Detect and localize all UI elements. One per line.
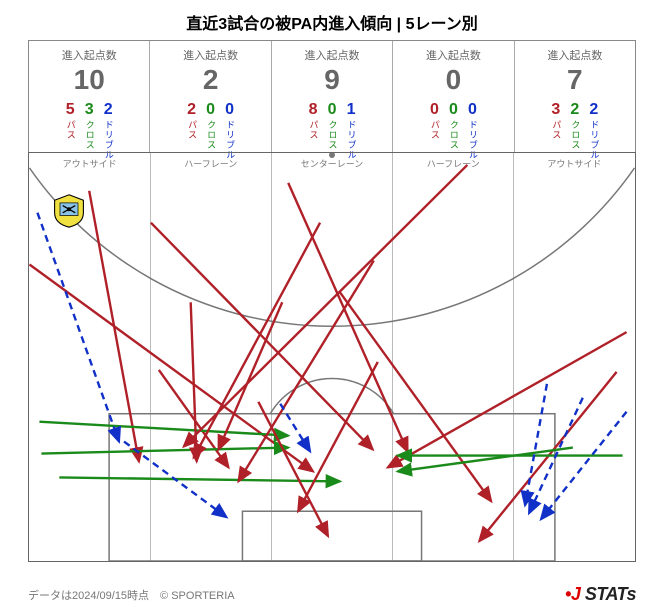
lane-stat-box: 進入起点数22パス0クロス0ドリブル <box>150 41 271 152</box>
breakdown-num: 0 <box>206 102 215 118</box>
lane-total: 7 <box>519 65 631 96</box>
arrow-pass <box>151 223 373 450</box>
breakdown-label: クロス <box>206 120 215 150</box>
footer-credit: データは2024/09/15時点 © SPORTERIA <box>28 587 235 603</box>
arrow-pass <box>184 165 468 447</box>
breakdown-num: 1 <box>347 102 356 118</box>
breakdown-label: パス <box>66 120 75 140</box>
breakdown-num: 2 <box>104 102 113 118</box>
arrow-pass <box>388 332 627 467</box>
footer: データは2024/09/15時点 © SPORTERIA •J STATs <box>28 584 636 605</box>
arrow-cross <box>39 422 288 436</box>
breakdown-label: パス <box>187 120 196 140</box>
breakdown-label: パス <box>430 120 439 140</box>
lane-total: 10 <box>33 65 145 96</box>
breakdown-label: パス <box>551 120 560 140</box>
lane-stat-label: 進入起点数 <box>276 47 388 63</box>
arrow-pass <box>258 402 328 536</box>
breakdown-num: 0 <box>468 102 477 118</box>
arrow-dribble <box>280 404 310 452</box>
team-badge-icon <box>51 193 87 229</box>
arrow-pass <box>89 191 139 462</box>
lane-stat-box: 進入起点数73パス2クロス2ドリブル <box>515 41 635 152</box>
breakdown-num: 0 <box>449 102 458 118</box>
lane-stat-label: 進入起点数 <box>154 47 266 63</box>
breakdown-label: クロス <box>449 120 458 150</box>
lane-total: 0 <box>397 65 509 96</box>
breakdown-num: 0 <box>430 102 439 118</box>
arrow-dribble <box>37 213 119 442</box>
arrow-pass <box>194 223 320 458</box>
breakdown-label: パス <box>309 120 318 140</box>
arrow-pass <box>29 264 313 471</box>
arrow-dribble <box>525 384 547 505</box>
lane-stats-row: 進入起点数105パス3クロス2ドリブル進入起点数22パス0クロス0ドリブル進入起… <box>28 40 636 152</box>
chart-title: 直近3試合の被PA内進入傾向 | 5レーン別 <box>28 10 636 34</box>
lane-total: 9 <box>276 65 388 96</box>
breakdown-num: 0 <box>225 102 234 118</box>
arrow-dribble <box>541 412 627 519</box>
arrow-cross <box>41 448 288 454</box>
lane-stat-label: 進入起点数 <box>519 47 631 63</box>
breakdown-label: クロス <box>570 120 579 150</box>
breakdown-num: 3 <box>85 102 94 118</box>
lane-stat-box: 進入起点数98パス0クロス1ドリブル <box>272 41 393 152</box>
breakdown-num: 2 <box>570 102 579 118</box>
breakdown-num: 8 <box>309 102 318 118</box>
breakdown-num: 3 <box>551 102 560 118</box>
breakdown-num: 2 <box>187 102 196 118</box>
breakdown-label: クロス <box>85 120 94 150</box>
breakdown-num: 5 <box>66 102 75 118</box>
breakdown-num: 0 <box>328 102 337 118</box>
pitch-area: アウトサイドハーフレーンセンターレーンハーフレーンアウトサイド <box>28 152 636 562</box>
arrow-pass <box>288 183 407 452</box>
brand-rest: STATs <box>580 584 636 604</box>
lane-total: 2 <box>154 65 266 96</box>
breakdown-num: 2 <box>589 102 598 118</box>
breakdown-label: クロス <box>328 120 337 150</box>
brand-j: J <box>571 584 581 604</box>
pitch-svg <box>29 153 635 561</box>
lane-stat-label: 進入起点数 <box>33 47 145 63</box>
lane-stat-label: 進入起点数 <box>397 47 509 63</box>
brand-logo: •J STATs <box>565 584 636 605</box>
lane-stat-box: 進入起点数00パス0クロス0ドリブル <box>393 41 514 152</box>
lane-stat-box: 進入起点数105パス3クロス2ドリブル <box>29 41 150 152</box>
